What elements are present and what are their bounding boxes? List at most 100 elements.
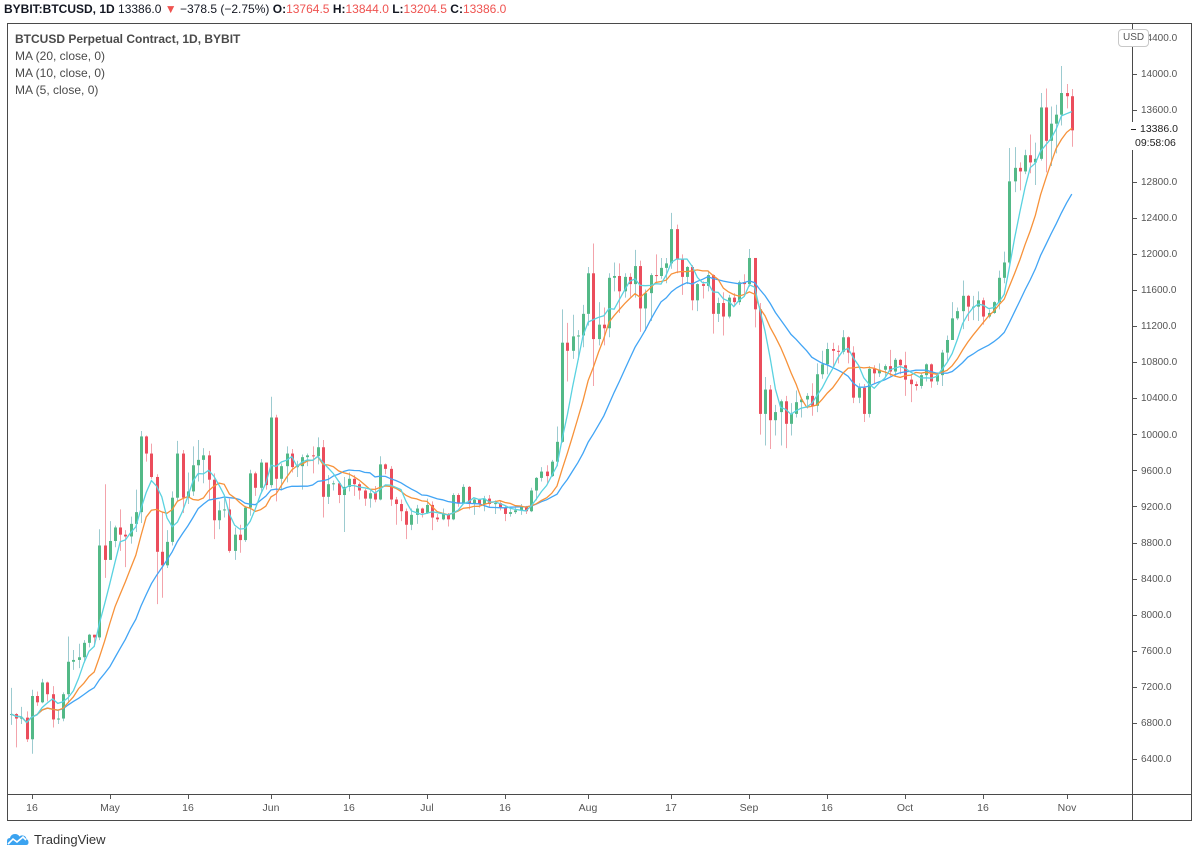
- chart-plot-area[interactable]: [8, 24, 1132, 794]
- last-price-marker: 13386.0 09:58:06: [1131, 122, 1191, 150]
- candle-body: [800, 399, 803, 403]
- tradingview-brand[interactable]: TradingView: [5, 830, 106, 848]
- candle: [166, 530, 169, 569]
- candle: [707, 270, 710, 292]
- candle-body: [1034, 158, 1037, 163]
- candle-body: [130, 523, 133, 537]
- price-tick-label: 9600.0: [1141, 465, 1172, 477]
- candle-body: [790, 413, 793, 424]
- ma-5-line[interactable]: [10, 110, 1073, 724]
- candle: [582, 304, 585, 348]
- candle-body: [114, 527, 117, 541]
- candle-body: [618, 275, 621, 292]
- candle-body: [447, 513, 450, 520]
- tick-mark: [110, 795, 111, 799]
- candle-body: [452, 495, 455, 520]
- candle: [1008, 148, 1011, 265]
- tick-mark: [1133, 470, 1137, 472]
- candle: [36, 691, 39, 706]
- candle: [613, 262, 616, 292]
- price-tick-label: 7600.0: [1141, 645, 1172, 657]
- candle-body: [733, 297, 736, 303]
- tick-mark: [1133, 434, 1137, 436]
- candle-body: [1050, 123, 1053, 141]
- candle-body: [343, 486, 346, 496]
- ma-10-line[interactable]: [10, 127, 1073, 724]
- tick-mark: [671, 795, 672, 799]
- time-tick-label: 16: [343, 802, 355, 814]
- time-axis[interactable]: 16 May 16 Jun 16 Jul 16 Aug 17 Sep 16 Oct 16 Nov: [8, 795, 1132, 821]
- candle: [218, 501, 221, 530]
- candle-body: [312, 455, 315, 457]
- candle-body: [473, 499, 476, 505]
- candle-body: [36, 696, 39, 703]
- candle: [624, 273, 627, 298]
- candle-body: [826, 349, 829, 365]
- candle: [629, 273, 632, 297]
- legend-ma20[interactable]: MA (20, close, 0): [15, 49, 106, 63]
- candle-body: [566, 342, 569, 351]
- legend-series-title[interactable]: BTCUSD Perpetual Contract, 1D, BYBIT: [15, 32, 241, 46]
- legend-ma5[interactable]: MA (5, close, 0): [15, 83, 99, 97]
- candle: [364, 488, 367, 506]
- candle: [260, 458, 263, 494]
- candle-body: [161, 551, 164, 566]
- candle-body: [670, 229, 673, 264]
- price-axis[interactable]: 6400.0 6800.0 7200.0 7600.0 8000.0 8400.0 8800…: [1131, 24, 1191, 794]
- candle-body: [20, 717, 23, 719]
- candle: [119, 509, 122, 551]
- candle: [561, 309, 564, 443]
- currency-badge[interactable]: USD: [1118, 29, 1150, 47]
- tick-mark: [1133, 506, 1137, 508]
- candle: [764, 376, 767, 446]
- candle-body: [436, 517, 439, 520]
- price-tick-label: 10800.0: [1141, 357, 1178, 369]
- candle-body: [598, 324, 601, 340]
- candle: [400, 499, 403, 522]
- symbol-title[interactable]: BYBIT:BTCUSD, 1D: [4, 2, 115, 16]
- candle: [956, 307, 959, 321]
- candle-body: [192, 465, 195, 492]
- candle: [1045, 88, 1048, 173]
- candle: [1066, 84, 1069, 109]
- tick-mark: [1131, 128, 1136, 130]
- candle: [858, 383, 861, 404]
- candle: [301, 454, 304, 490]
- candle-body: [613, 275, 616, 278]
- candle-body: [1071, 96, 1074, 131]
- candle: [1050, 106, 1053, 167]
- candle: [244, 505, 247, 542]
- price-tick-label: 6400.0: [1141, 754, 1172, 765]
- candle: [213, 473, 216, 540]
- candle-body: [52, 694, 55, 720]
- time-tick-label: 16: [499, 802, 511, 814]
- candle: [712, 274, 715, 334]
- candle: [904, 351, 907, 396]
- candle: [182, 449, 185, 514]
- price-tick: 11200.0: [1133, 320, 1176, 334]
- candle: [10, 687, 13, 725]
- candle: [410, 508, 413, 531]
- candle: [852, 346, 855, 404]
- candle: [499, 501, 502, 511]
- price-tick: 13600.0: [1133, 104, 1177, 118]
- candle-body: [551, 461, 554, 477]
- candle: [598, 302, 601, 346]
- candle: [592, 243, 595, 386]
- candle: [52, 686, 55, 728]
- candle-body: [660, 267, 663, 276]
- candle-body: [530, 490, 533, 512]
- candle: [265, 462, 268, 490]
- candle-body: [858, 387, 861, 398]
- candle-body: [764, 389, 767, 414]
- legend-ma10[interactable]: MA (10, close, 0): [15, 66, 106, 80]
- candle-body: [135, 512, 138, 524]
- candle-body: [171, 497, 174, 542]
- price-tick-label: 12800.0: [1141, 177, 1178, 189]
- price-change: −378.5 (−2.75%): [179, 2, 270, 16]
- ma-20-line[interactable]: [10, 193, 1073, 724]
- candle-body: [338, 483, 341, 496]
- price-tick-label: 12000.0: [1141, 249, 1178, 261]
- candlestick-chart[interactable]: [8, 24, 1132, 794]
- tick-mark: [271, 795, 272, 799]
